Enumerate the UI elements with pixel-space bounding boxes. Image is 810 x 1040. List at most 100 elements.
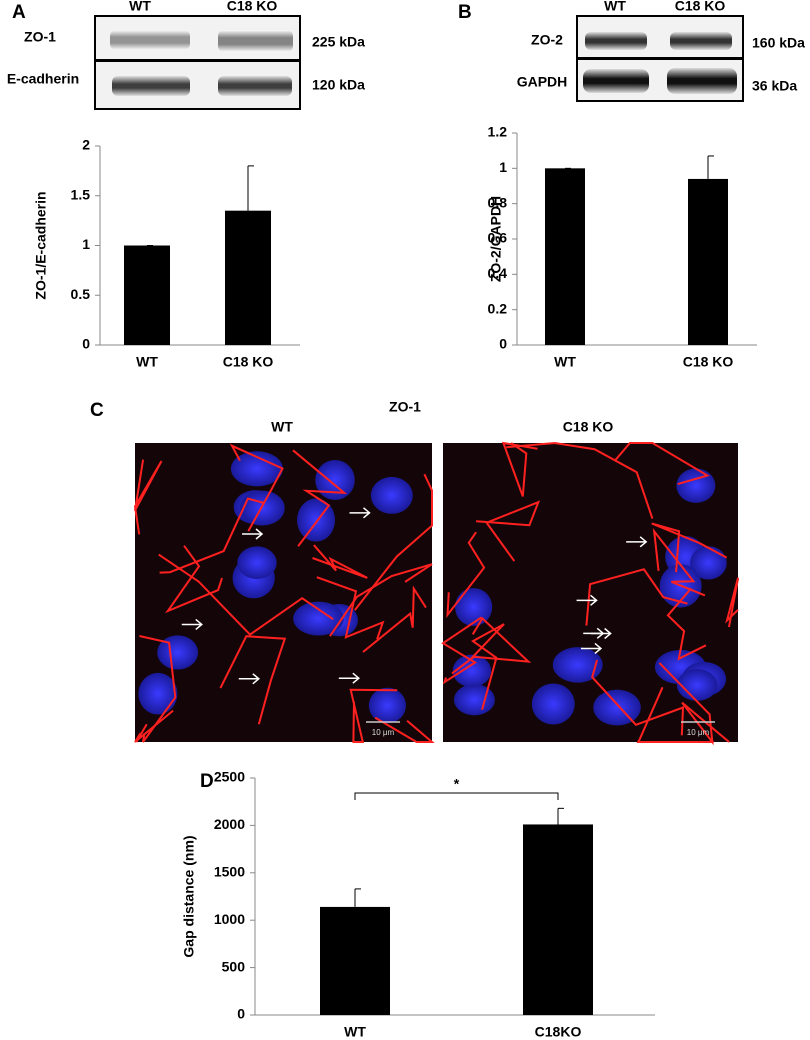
blot-band: [110, 30, 190, 50]
y-tick-label: 0: [499, 336, 507, 352]
bar: [124, 245, 170, 345]
arrow: [583, 627, 605, 639]
image-label: C18 KO: [563, 419, 614, 435]
cell-border: [666, 587, 707, 661]
nucleus: [230, 451, 283, 487]
y-tick-label: 1: [82, 236, 90, 252]
cell-border: [476, 500, 541, 562]
x-tick-label: WT: [136, 354, 158, 370]
size-label: 160 kDa: [752, 35, 805, 51]
cell-border: [329, 563, 433, 637]
nucleus: [315, 459, 355, 501]
micrograph: [133, 443, 435, 743]
cell-border: [725, 577, 739, 628]
imaging-title: ZO-1: [389, 399, 421, 415]
cell-border: [636, 686, 714, 743]
bar: [545, 168, 585, 345]
y-tick-label: 2000: [214, 816, 245, 832]
cell-border: [441, 616, 483, 685]
cell-border: [312, 544, 368, 579]
nucleus: [237, 546, 277, 580]
panel-label: A: [12, 2, 26, 23]
lane-label: C18 KO: [675, 0, 726, 14]
panel-label: B: [458, 2, 472, 23]
cell-border: [651, 522, 728, 573]
image-label: WT: [271, 419, 293, 435]
cell-border: [316, 576, 385, 640]
size-label: 225 kDa: [312, 34, 365, 50]
y-tick-label: 2500: [214, 769, 245, 785]
significance-mark: *: [454, 776, 460, 792]
cell-border: [158, 553, 334, 636]
significance-bracket: [354, 792, 559, 800]
bar: [225, 210, 271, 345]
y-axis-label: Gap distance (nm): [181, 835, 197, 957]
bar: [688, 178, 728, 345]
blot-band: [667, 68, 737, 94]
cell-border: [354, 473, 433, 611]
y-axis-label: ZO-2/GAPDH: [488, 196, 504, 282]
blot-band: [670, 32, 732, 50]
y-tick-label: 1: [499, 159, 507, 175]
arrow: [626, 536, 648, 548]
nucleus: [453, 684, 495, 716]
protein-label: ZO-1: [24, 29, 56, 45]
blot-band: [218, 30, 293, 52]
scale-bar-label: 10 μm: [372, 728, 395, 737]
x-tick-label: WT: [554, 354, 576, 370]
cell-border: [134, 709, 174, 743]
blot: WT C18 KO ZO-2 GAPDH 160 kDa 36 kDa: [517, 0, 805, 102]
y-tick-label: 0: [237, 1006, 245, 1022]
y-tick-label: 500: [222, 958, 246, 974]
lane-label: C18 KO: [227, 0, 278, 14]
blot-band: [218, 76, 292, 96]
cell-border: [446, 531, 486, 619]
y-tick-label: 0.5: [71, 286, 91, 302]
y-tick-label: 1000: [214, 911, 245, 927]
nucleus: [690, 546, 727, 580]
nucleus: [452, 654, 492, 688]
y-tick-label: 0.6: [488, 230, 508, 246]
micrograph: [441, 441, 739, 746]
x-tick-label: C18 KO: [223, 354, 274, 370]
cell-border: [451, 616, 532, 675]
y-tick-label: 0.2: [488, 300, 508, 316]
size-label: 120 kDa: [312, 77, 365, 93]
blot-band: [585, 32, 647, 50]
cell-border: [614, 442, 710, 486]
y-axis-label: ZO-1/E-cadherin: [33, 191, 49, 299]
cell-border: [374, 716, 435, 743]
nucleus: [157, 635, 199, 670]
cell-border: [652, 528, 706, 597]
nucleus: [138, 672, 178, 715]
arrow: [242, 528, 264, 540]
nucleus: [531, 683, 575, 725]
x-tick-label: C18KO: [535, 1024, 582, 1040]
cell-border: [165, 545, 223, 614]
cell-border: [159, 497, 265, 574]
bar: [320, 906, 390, 1015]
cell-border: [470, 623, 505, 711]
panel-label: D: [200, 771, 214, 792]
nucleus: [293, 601, 344, 636]
nucleus: [593, 689, 641, 726]
protein-label: GAPDH: [517, 74, 568, 90]
cell-border: [585, 568, 688, 626]
nucleus: [676, 468, 716, 503]
arrow: [349, 507, 371, 519]
blot: WT C18 KO ZO-1 E-cadherin 225 kDa 120 kD…: [7, 0, 365, 110]
nucleus: [552, 647, 603, 683]
cell-border: [658, 662, 730, 746]
y-tick-label: 0.4: [488, 265, 508, 281]
y-tick-label: 1500: [214, 864, 245, 880]
cell-border: [506, 441, 654, 519]
arrow: [580, 642, 603, 655]
y-tick-label: 0.8: [488, 194, 508, 210]
cell-border: [139, 635, 177, 743]
nucleus: [368, 687, 406, 724]
arrow: [238, 673, 260, 685]
cell-border: [133, 459, 163, 535]
cell-border: [292, 449, 348, 547]
size-label: 36 kDa: [752, 78, 797, 94]
arrow: [338, 672, 361, 684]
